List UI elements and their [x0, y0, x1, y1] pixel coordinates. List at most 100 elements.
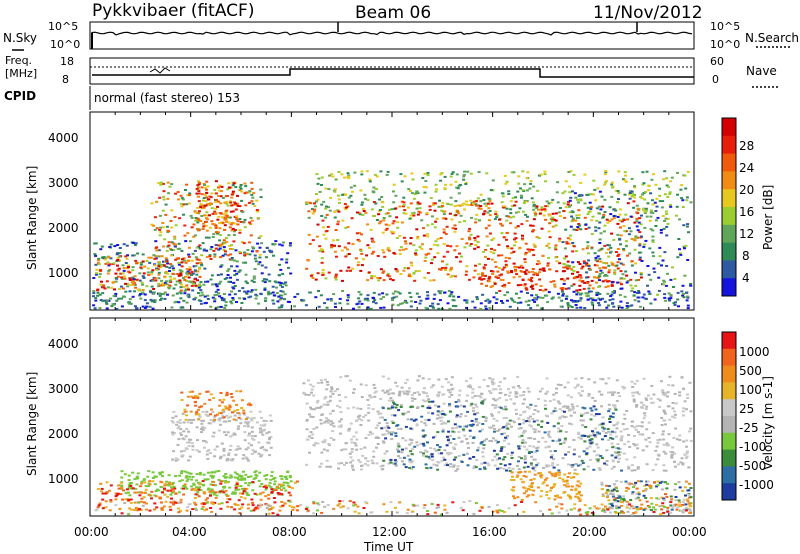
power-cell [544, 218, 548, 221]
power-cell [115, 253, 119, 256]
power-cell [642, 293, 646, 296]
velocity-cell [646, 394, 650, 397]
velocity-cell [309, 431, 313, 434]
velocity-cell [241, 492, 245, 495]
power-cell [587, 193, 591, 196]
velocity-cell [361, 454, 365, 457]
velocity-cell [557, 427, 561, 430]
power-cell [231, 203, 235, 206]
velocity-cell [211, 484, 215, 486]
power-cell [543, 173, 547, 176]
velocity-cell [293, 481, 297, 484]
power-cell [145, 285, 149, 288]
power-colorbar-swatch [722, 260, 736, 279]
velocity-cell [393, 414, 397, 417]
power-cell [213, 294, 217, 297]
velocity-cell [576, 383, 580, 386]
power-cell [133, 305, 137, 308]
power-cell [253, 268, 257, 270]
velocity-cell [410, 439, 414, 442]
velocity-cell [607, 439, 611, 442]
power-cell [197, 229, 201, 232]
velocity-cell [238, 492, 242, 495]
velocity-cell [633, 426, 637, 429]
velocity-cell [633, 469, 637, 472]
velocity-cell [237, 499, 241, 502]
power-cell [134, 259, 138, 262]
power-cell [206, 198, 210, 201]
power-cell [177, 198, 180, 201]
velocity-cell [633, 456, 637, 459]
velocity-cell [447, 420, 450, 423]
velocity-cell [553, 498, 557, 501]
power-cell [583, 281, 587, 284]
velocity-cell [191, 448, 195, 451]
velocity-cell [441, 412, 445, 415]
velocity-cell [517, 445, 520, 448]
velocity-cell [272, 489, 276, 492]
power-cell [333, 244, 336, 247]
power-cell [555, 191, 559, 194]
power-cell [668, 193, 672, 195]
power-cell [570, 284, 574, 287]
power-cell [174, 192, 178, 195]
power-cell [646, 284, 649, 287]
power-cell [354, 257, 358, 260]
power-cell [590, 247, 594, 250]
velocity-cell [171, 421, 175, 424]
power-cell [558, 207, 562, 209]
power-cell [456, 210, 460, 213]
power-cell [626, 202, 630, 205]
power-cell [157, 273, 161, 276]
power-cell [439, 268, 443, 271]
power-cell [222, 239, 226, 242]
velocity-cell [521, 439, 525, 442]
power-cell [222, 298, 226, 300]
velocity-cell [532, 477, 536, 480]
power-cell [333, 188, 337, 191]
velocity-cell [332, 438, 336, 441]
power-cell [595, 219, 599, 222]
power-cell [166, 272, 170, 275]
power-cell [330, 173, 334, 176]
power-cell [162, 190, 166, 193]
power-cell [548, 214, 552, 217]
power-cell [316, 182, 320, 185]
power-cell [589, 193, 593, 196]
velocity-cell [135, 507, 139, 510]
velocity-cell [268, 454, 272, 457]
power-cell [336, 220, 340, 223]
velocity-cell [462, 405, 466, 408]
velocity-cell [471, 423, 475, 426]
velocity-cell [253, 451, 257, 454]
velocity-cell [579, 463, 583, 466]
power-cell [186, 273, 190, 276]
velocity-cell [241, 457, 245, 460]
velocity-cell [611, 460, 615, 463]
velocity-cell [148, 494, 151, 497]
velocity-cell [329, 412, 333, 415]
velocity-cell [634, 428, 638, 431]
velocity-cell [608, 408, 612, 410]
velocity-cell [404, 382, 408, 384]
velocity-cell [603, 435, 607, 438]
velocity-cell [688, 381, 692, 384]
velocity-cell [219, 457, 222, 460]
velocity-cell [320, 451, 324, 454]
power-cell [149, 298, 153, 301]
power-cell [168, 266, 172, 269]
power-cell [163, 291, 167, 294]
velocity-cell [671, 446, 675, 449]
velocity-cell [225, 414, 229, 417]
power-cell [157, 277, 161, 280]
velocity-cell [238, 447, 242, 450]
power-cell [568, 191, 572, 194]
velocity-cell [228, 486, 232, 489]
power-cell [121, 264, 125, 267]
power-cell [377, 279, 381, 282]
velocity-cell [543, 478, 547, 481]
velocity-cell [530, 463, 533, 466]
velocity-cell [566, 381, 570, 384]
power-cell [642, 207, 646, 210]
power-cell [483, 210, 487, 213]
